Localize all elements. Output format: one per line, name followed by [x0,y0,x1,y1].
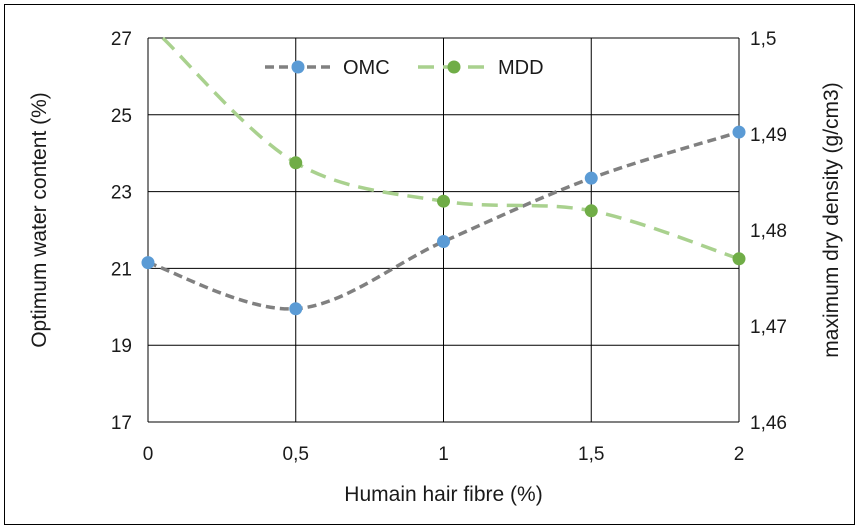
x-tick-label: 0 [143,444,154,465]
y-tick-label: 25 [111,106,132,127]
y2-tick-label: 1,48 [750,221,787,242]
y2-tick-label: 1,47 [750,317,787,338]
x-tick-label: 1 [438,444,449,465]
mdd-point [584,204,598,218]
omc-point [584,171,598,185]
mdd-point [732,252,746,266]
y2-tick-label: 1,49 [750,125,787,146]
y-axis-label: Optimum water content (%) [28,92,51,348]
y-tick-label: 17 [111,413,132,434]
series-markers [141,125,746,316]
y-tick-label: 21 [111,259,132,280]
omc-line [147,130,740,311]
legend-omc-label: OMC [343,57,390,79]
legend-omc-marker [291,60,305,74]
y-tick-label: 23 [111,183,132,204]
y2-axis-label: maximum dry density (g/cm3) [820,82,843,357]
y2-tick-label: 1,46 [750,413,787,434]
y-tick-label: 19 [111,336,132,357]
x-tick-label: 0,5 [283,444,309,465]
omc-point [732,125,746,139]
legend: OMC MDD [265,57,544,79]
mdd-point [437,194,450,208]
x-axis-label: Humain hair fibre (%) [344,483,542,506]
mdd-point [289,156,303,170]
y-tick-label: 27 [111,29,132,50]
grid-lines [147,37,740,423]
omc-point [289,302,303,316]
legend-mdd-marker [447,60,461,74]
tick-labels: 17 19 21 23 25 27 0 0,5 1 1,5 21,46 1,47 1,48 1,49 1,5 [111,29,787,465]
x-tick-label: 1,5 [578,444,604,465]
omc-point [141,256,155,270]
legend-mdd-label: MDD [498,57,544,79]
x-tick-label: 2 [734,444,745,465]
y2-tick-label: 1,5 [750,29,776,50]
omc-point [437,235,450,249]
